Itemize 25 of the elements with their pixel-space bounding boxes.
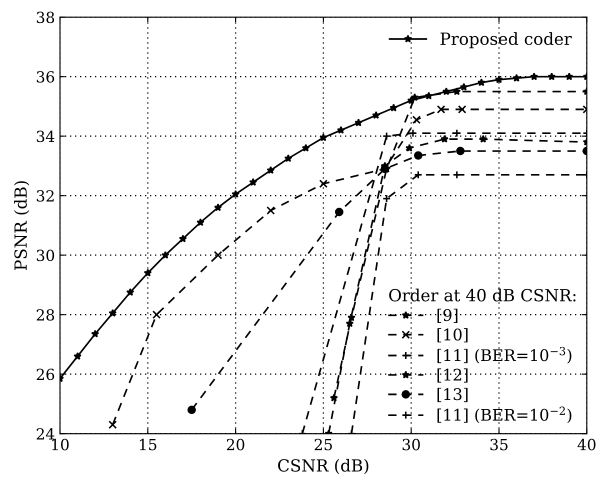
legend-label: [9] [438,308,458,323]
y-tick-label: 30 [36,250,54,262]
x-tick-label: 40 [578,438,596,450]
y-tick-label: 24 [36,428,54,440]
x-tick-label: 30 [402,438,420,450]
y-tick-label: 28 [36,309,54,321]
y-tick-label: 26 [36,368,54,380]
x-tick-label: 25 [314,438,332,450]
y-tick-label: 34 [36,130,54,142]
x-axis-title: CSNR (dB) [278,458,368,474]
y-tick-label: 36 [36,71,54,83]
x-tick-label: 10 [52,438,69,450]
x-tick-label: 20 [226,438,244,450]
legend-label: Proposed coder [440,32,572,48]
x-tick-label: 35 [490,438,508,450]
y-tick-label: 32 [36,190,54,202]
y-tick-label: 38 [36,12,54,24]
legend-label: [13] [438,388,468,402]
x-tick-label: 15 [140,438,156,450]
y-axis-title: PSNR (dB) [14,181,30,270]
legend-title: Order at 40 dB CSNR: [389,288,576,302]
legend-label: [12] [438,368,468,383]
legend-label: [11] (BER=10$^{−3}$) [438,346,572,364]
legend-label: [11] (BER=10$^{−2}$) [438,406,572,424]
legend-label: [10] [438,328,468,342]
